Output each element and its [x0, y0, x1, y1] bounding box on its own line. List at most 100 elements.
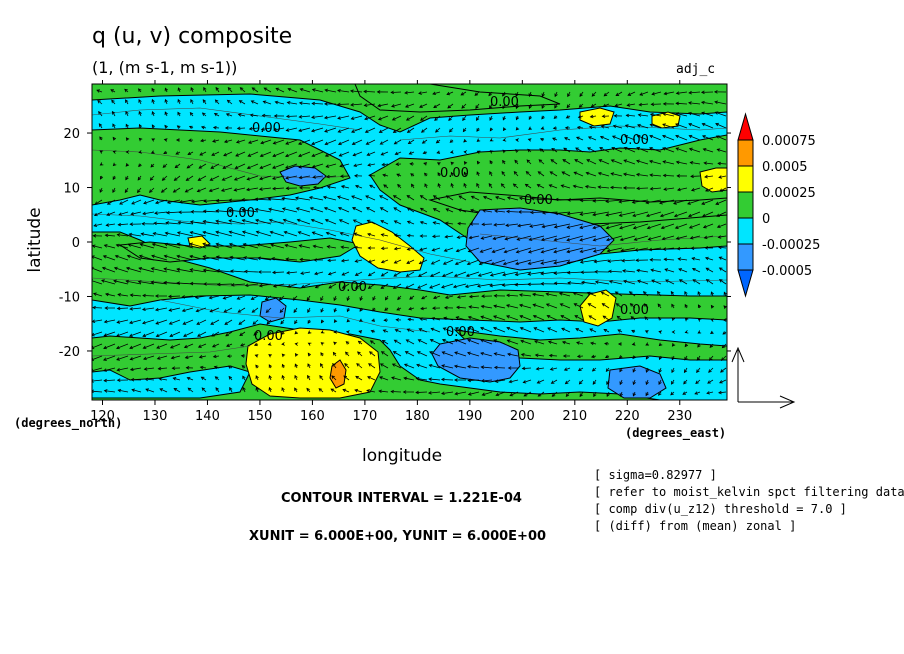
wind-vector	[513, 171, 519, 177]
wind-vector-head	[687, 201, 691, 205]
wind-vector-head	[675, 147, 680, 151]
wind-vector-head	[391, 104, 395, 108]
wind-vector	[237, 127, 246, 129]
wind-vector-head	[198, 355, 203, 359]
wind-vector-head	[286, 271, 290, 275]
wind-vector-head	[382, 173, 387, 178]
wind-vector-head	[713, 90, 718, 94]
wind-vector-head	[675, 101, 680, 106]
wind-vector	[367, 151, 376, 156]
wind-vector	[605, 199, 623, 202]
wind-vector-head	[319, 375, 323, 379]
wind-vector	[717, 223, 727, 228]
wind-vector	[443, 317, 454, 321]
wind-vector-head	[572, 291, 577, 296]
wind-vector-head	[573, 171, 578, 175]
wind-vector	[394, 234, 402, 237]
wind-vector	[495, 196, 506, 201]
wind-vector-head	[577, 114, 582, 119]
wind-vector-head	[493, 352, 498, 356]
wind-vector-head	[434, 117, 438, 121]
wind-vector-head	[377, 103, 382, 108]
wind-vector-head	[590, 341, 594, 346]
wind-vector-head	[215, 198, 220, 203]
wind-vector	[706, 267, 714, 273]
wind-vector	[129, 343, 142, 349]
wind-vector	[420, 221, 428, 225]
wind-vector-head	[720, 369, 724, 373]
wind-vector-head	[140, 232, 145, 236]
wind-vector-head	[298, 101, 303, 105]
wind-vector	[539, 148, 545, 153]
wind-vector	[521, 354, 532, 357]
wind-vector	[351, 127, 363, 133]
wind-vector-head	[579, 198, 584, 203]
wind-vector	[116, 343, 129, 349]
wind-vector	[263, 87, 272, 93]
wind-vector-head	[645, 213, 650, 218]
wind-vector	[117, 367, 129, 371]
wind-vector-head	[125, 266, 130, 271]
wind-vector-head	[202, 255, 207, 259]
wind-vector-head	[354, 259, 359, 263]
wind-vector-head	[202, 219, 207, 224]
wind-vector-head	[199, 152, 204, 156]
wind-vector	[201, 376, 207, 381]
wind-vector	[138, 281, 155, 285]
wind-vector-head	[242, 386, 246, 391]
wind-vector	[341, 259, 350, 262]
wind-vector-head	[416, 351, 421, 355]
wind-vector-head	[131, 388, 136, 392]
wind-vector	[592, 211, 610, 216]
wind-vector	[170, 343, 181, 349]
wind-vector	[509, 391, 519, 397]
wind-vector	[176, 255, 194, 261]
wind-vector	[565, 391, 571, 397]
wind-vector	[311, 219, 324, 225]
wind-vector-head	[241, 230, 246, 234]
wind-vector-head	[222, 165, 227, 169]
wind-vector-head	[697, 304, 702, 309]
wind-vector-head	[209, 309, 214, 313]
wind-vector-head	[92, 234, 97, 238]
wind-vector	[253, 331, 259, 336]
wind-vector-head	[150, 150, 155, 154]
wind-vector-head	[116, 233, 121, 237]
wind-vector	[431, 259, 441, 265]
wind-vector-head	[356, 363, 360, 367]
wind-vector	[635, 247, 649, 251]
wind-vector-head	[102, 255, 107, 259]
wind-vector-head	[525, 171, 530, 175]
wind-vector-head	[307, 342, 312, 346]
wind-vector	[351, 115, 363, 120]
wind-vector	[366, 390, 376, 393]
contour-label: 0.00	[524, 193, 553, 208]
wind-vector	[92, 307, 103, 309]
wind-vector	[612, 135, 623, 141]
wind-vector	[494, 353, 506, 357]
wind-vector-head	[637, 123, 641, 128]
wind-vector	[141, 233, 155, 237]
wind-vector-head	[559, 303, 564, 307]
wind-vector-head	[453, 364, 458, 369]
wind-vector	[549, 184, 558, 189]
wind-vector-head	[650, 102, 655, 107]
wind-vector	[105, 234, 116, 237]
wind-vector	[138, 267, 155, 273]
wind-vector-head	[467, 326, 472, 331]
wind-vector	[431, 328, 441, 333]
wind-vector-head	[237, 309, 242, 313]
wind-vector	[247, 175, 259, 180]
wind-vector-head	[527, 261, 532, 265]
wind-vector	[326, 232, 337, 237]
wind-vector-head	[226, 99, 231, 104]
wind-vector-head	[688, 90, 692, 95]
wind-vector	[97, 100, 103, 105]
colorbar-label: 0.00075	[762, 134, 816, 149]
wind-vector-head	[662, 112, 667, 117]
wind-vector-head	[527, 250, 532, 254]
wind-vector-head	[125, 163, 130, 167]
wind-vector	[266, 307, 272, 313]
wind-vector	[598, 186, 610, 189]
wind-vector	[229, 231, 246, 237]
